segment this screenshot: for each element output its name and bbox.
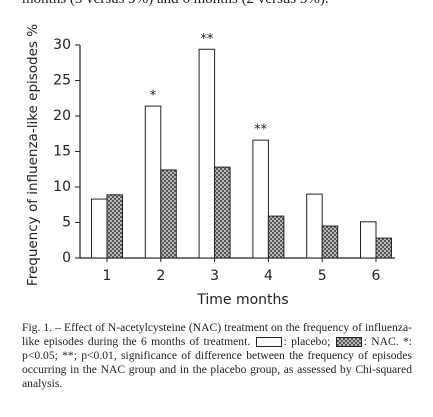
nac-swatch <box>335 337 362 348</box>
bar <box>214 166 231 259</box>
bar <box>321 225 339 259</box>
key-sep: : <box>283 335 287 348</box>
x-tick-label: 1 <box>103 268 112 284</box>
caption-rest: *: p<0.05; **; p<0.01, significance of d… <box>22 335 412 390</box>
legend-nac: NAC <box>371 335 396 348</box>
bar <box>267 215 285 259</box>
bar <box>91 198 108 259</box>
bar <box>375 237 392 259</box>
bar <box>144 105 162 259</box>
y-axis-label: Frequency of influenza-like episodes % <box>25 24 41 286</box>
x-tick-label: 6 <box>372 268 381 284</box>
significance: * <box>150 89 157 104</box>
y-tick-label: 0 <box>62 250 71 266</box>
x-tick-label: 2 <box>156 268 165 284</box>
bar <box>160 169 177 259</box>
x-tick-label: 3 <box>210 268 219 284</box>
y-tick-label: 10 <box>53 179 71 195</box>
y-tick-label: 5 <box>62 215 71 231</box>
y-tick-label: 30 <box>53 37 71 53</box>
bar <box>198 48 216 259</box>
caption: Fig. 1. – Effect of N-acetylcysteine (NA… <box>22 321 412 391</box>
key-sep: : <box>363 335 367 348</box>
punct: . <box>395 335 399 348</box>
bar <box>306 193 323 259</box>
bar <box>360 221 377 259</box>
x-tick-label: 5 <box>318 268 327 284</box>
x-axis-label: Time months <box>196 292 288 308</box>
legend-placebo: placebo <box>291 335 328 348</box>
bar <box>106 194 123 259</box>
bar <box>252 139 269 259</box>
significance: ** <box>200 32 214 47</box>
header-fragment: months (5 versus 9%) and 6 months (2 ver… <box>22 0 422 8</box>
y-tick-label: 15 <box>53 144 71 160</box>
caption-lead: Fig. 1. – Effect of N-acetylcysteine (NA… <box>22 321 412 348</box>
x-tick-label: 4 <box>264 268 273 284</box>
placebo-swatch <box>255 337 282 348</box>
y-tick-label: 20 <box>53 108 71 124</box>
punct: ; <box>327 335 331 348</box>
y-tick-label: 25 <box>53 73 71 89</box>
significance: ** <box>254 123 268 138</box>
